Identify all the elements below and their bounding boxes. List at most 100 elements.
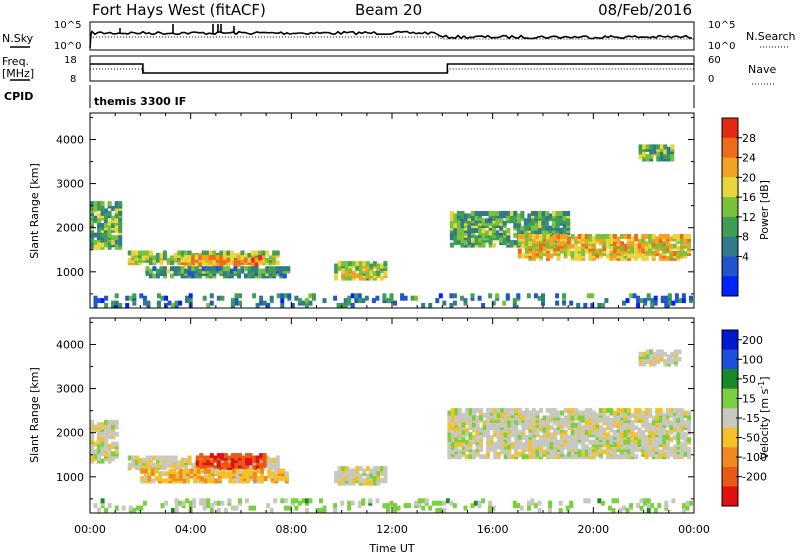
- heatmap-cell: [382, 503, 387, 509]
- heatmap-cell: [235, 473, 240, 479]
- heatmap-cell: [93, 232, 98, 238]
- heatmap-cell: [553, 250, 558, 256]
- heatmap-cell: [173, 465, 178, 471]
- heatmap-cell: [152, 455, 157, 461]
- heatmap-cell: [517, 442, 522, 447]
- heatmap-cell: [499, 225, 504, 231]
- heatmap-cell: [355, 261, 360, 267]
- heatmap-cell: [683, 238, 688, 244]
- heatmap-cell: [465, 454, 469, 460]
- heatmap-cell: [172, 468, 176, 474]
- heatmap-cell: [655, 415, 660, 421]
- date-label: 08/Feb/2016: [598, 1, 692, 19]
- power-y-axis: 1000 2000 3000 4000: [56, 116, 694, 295]
- heatmap-cell: [237, 268, 241, 274]
- heatmap-cell: [627, 253, 632, 259]
- heatmap-cell: [107, 242, 112, 248]
- heatmap-cell: [467, 220, 472, 226]
- heatmap-cell: [453, 223, 458, 229]
- heatmap-cell: [276, 293, 281, 299]
- heatmap-cell: [355, 273, 360, 279]
- heatmap-cell: [555, 215, 560, 221]
- heatmap-cell: [341, 268, 346, 274]
- heatmap-cell: [641, 234, 646, 239]
- colorbar-swatch: [722, 369, 738, 390]
- heatmap-cell: [238, 293, 242, 299]
- power-colorbar: 28 24 20 16 12 8 4: [721, 117, 756, 297]
- heatmap-cell: [297, 500, 302, 506]
- heatmap-cell: [489, 439, 494, 445]
- heatmap-cell: [100, 498, 105, 504]
- heatmap-cell: [118, 201, 123, 207]
- heatmap-cell: [645, 349, 650, 355]
- velocity-heatmap: [90, 349, 693, 513]
- heatmap-cell: [216, 453, 221, 459]
- heatmap-cell: [100, 436, 105, 442]
- heatmap-cell: [259, 295, 264, 301]
- heatmap-cell: [685, 500, 690, 506]
- heatmap-cell: [644, 454, 649, 460]
- heatmap-cell: [541, 215, 546, 221]
- heatmap-cell: [665, 442, 670, 447]
- heatmap-cell: [566, 218, 571, 224]
- heatmap-cell: [237, 255, 241, 261]
- heatmap-cell: [111, 419, 116, 425]
- heatmap-cell: [142, 500, 147, 506]
- heatmap-cell: [622, 300, 626, 306]
- heatmap-cell: [670, 144, 675, 150]
- power-ylabel: Slant Range [km]: [28, 163, 41, 259]
- heatmap-cell: [517, 412, 522, 418]
- heatmap-cell: [641, 429, 646, 435]
- heatmap-cell: [111, 215, 116, 221]
- heatmap-cell: [679, 234, 684, 239]
- heatmap-cell: [165, 478, 169, 484]
- nsky-tick-top: 10^5: [54, 20, 81, 31]
- heatmap-cell: [450, 412, 455, 418]
- heatmap-cell: [604, 298, 609, 304]
- heatmap-cell: [456, 211, 461, 216]
- heatmap-cell: [216, 500, 221, 506]
- heatmap-cell: [531, 439, 536, 445]
- heatmap-cell: [481, 242, 486, 248]
- heatmap-cell: [333, 503, 338, 509]
- heatmap-cell: [93, 424, 98, 430]
- heatmap-cell: [148, 260, 153, 266]
- heatmap-cell: [97, 298, 101, 304]
- heatmap-cell: [591, 250, 596, 256]
- heatmap-cell: [164, 500, 168, 506]
- heatmap-cell: [226, 257, 231, 263]
- heatmap-cell: [493, 442, 498, 447]
- heatmap-cell: [653, 295, 658, 301]
- heatmap-cell: [666, 146, 671, 152]
- heatmap-cell: [570, 234, 575, 239]
- heatmap-cell: [210, 478, 215, 484]
- heatmap-cell: [97, 205, 101, 211]
- y-tick-label: 1000: [56, 471, 84, 484]
- heatmap-cell: [134, 250, 139, 256]
- nsky-strip-frame: [89, 21, 695, 51]
- heatmap-cell: [203, 468, 208, 474]
- heatmap-cell: [187, 271, 192, 276]
- heatmap-cell: [503, 425, 508, 431]
- heatmap-cell: [100, 205, 105, 211]
- heatmap-cell: [678, 298, 683, 304]
- heatmap-cell: [519, 505, 524, 511]
- heatmap-cell: [435, 500, 440, 506]
- heatmap-cell: [500, 408, 505, 414]
- heatmap-cell: [344, 275, 349, 281]
- heatmap-cell: [581, 410, 586, 416]
- heatmap-cell: [215, 255, 220, 261]
- heatmap-cell: [663, 154, 668, 160]
- heatmap-cell: [672, 408, 677, 414]
- heatmap-cell: [347, 295, 352, 301]
- heatmap-cell: [542, 415, 547, 421]
- heatmap-cell: [471, 242, 475, 248]
- heatmap-cell: [560, 417, 565, 423]
- heatmap-cell: [93, 295, 98, 301]
- heatmap-cell: [261, 250, 266, 256]
- heatmap-cell: [567, 412, 572, 418]
- heatmap-cell: [362, 478, 367, 484]
- heatmap-cell: [114, 300, 119, 306]
- heatmap-cell: [322, 505, 327, 511]
- heatmap-cell: [521, 410, 526, 416]
